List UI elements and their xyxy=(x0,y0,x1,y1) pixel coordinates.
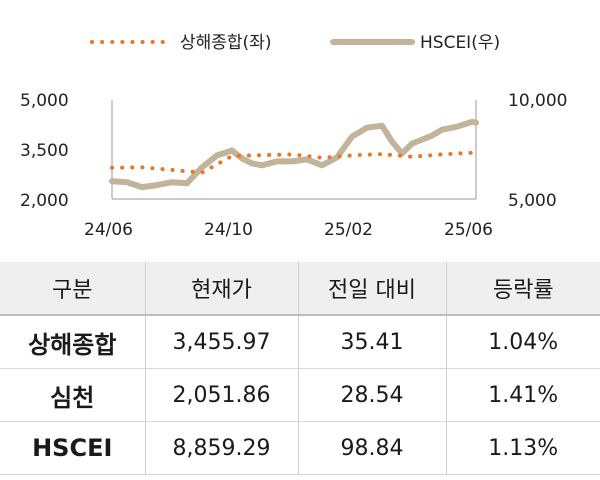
y-left-tick-label: 5,000 xyxy=(20,91,69,111)
legend-label-shanghai: 상해종합(좌) xyxy=(180,33,271,53)
x-tick-label: 25/02 xyxy=(324,220,373,240)
x-tick-label: 25/06 xyxy=(444,220,493,240)
price-cell: 2,051.86 xyxy=(144,368,298,422)
x-tick-label: 24/06 xyxy=(84,220,133,240)
y-right-tick-label: 5,000 xyxy=(508,191,557,211)
index-name-cell: 심천 xyxy=(0,368,145,422)
rate-cell: 1.41% xyxy=(445,368,600,422)
index-name-cell: HSCEI xyxy=(0,421,145,475)
table-row: 심천 2,051.86 28.54 1.41% xyxy=(0,368,600,422)
price-cell: 8,859.29 xyxy=(144,421,298,475)
series-line-hscei xyxy=(109,118,479,191)
table-row: 상해종합 3,455.97 35.41 1.04% xyxy=(0,315,600,369)
series-line-shanghai xyxy=(110,150,474,175)
column-header: 현재가 xyxy=(144,262,298,316)
table-row: HSCEI 8,859.29 98.84 1.13% xyxy=(0,421,600,475)
change-cell: 28.54 xyxy=(297,368,446,422)
legend-label-hscei: HSCEI(우) xyxy=(420,33,500,53)
price-cell: 3,455.97 xyxy=(144,315,298,369)
change-cell: 35.41 xyxy=(297,315,446,369)
column-header: 전일 대비 xyxy=(297,262,446,316)
y-left-tick-label: 3,500 xyxy=(20,141,69,161)
y-left-tick-label: 2,000 xyxy=(20,191,69,211)
legend: 상해종합(좌) HSCEI(우) xyxy=(90,33,500,53)
change-cell: 98.84 xyxy=(297,421,446,475)
index-name-cell: 상해종합 xyxy=(0,315,145,369)
rate-cell: 1.04% xyxy=(445,315,600,369)
column-header: 구분 xyxy=(0,262,145,316)
column-header: 등락률 xyxy=(445,262,600,316)
x-tick-label: 24/10 xyxy=(204,220,253,240)
rate-cell: 1.13% xyxy=(445,421,600,475)
chart-area: 상해종합(좌) HSCEI(우) 5,000 3,500 2,000 10,00… xyxy=(20,33,567,240)
y-right-tick-label: 10,000 xyxy=(508,91,567,111)
table-header-row: 구분 현재가 전일 대비 등락률 xyxy=(0,262,600,316)
stats-table: 구분 현재가 전일 대비 등락률 상해종합 3,455.97 35.41 1.0… xyxy=(0,262,600,475)
